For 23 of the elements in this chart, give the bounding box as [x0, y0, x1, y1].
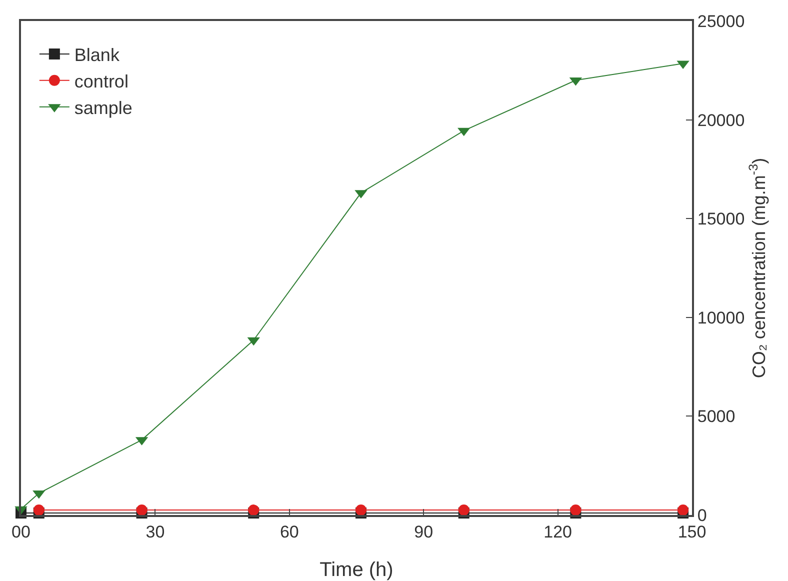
- y-tick-label: 10000: [697, 308, 745, 328]
- legend-label: sample: [74, 98, 132, 118]
- x-tick-label: 60: [280, 522, 299, 542]
- y-tick-label: 15000: [697, 210, 745, 229]
- point: [355, 504, 366, 516]
- x-tick-label: 00: [12, 522, 30, 542]
- x-tick-label: 90: [414, 522, 434, 542]
- point: [458, 504, 470, 516]
- x-axis-title: Time (h): [320, 559, 394, 581]
- point: [570, 504, 582, 516]
- point: [136, 504, 148, 516]
- y-tick-label: 5000: [697, 407, 736, 426]
- y-tick-label: 0: [697, 506, 707, 525]
- legend-label: control: [74, 71, 128, 92]
- point: [678, 504, 689, 516]
- y-tick-label: 20000: [697, 110, 745, 130]
- y-tick-label: 25000: [697, 12, 745, 31]
- point: [248, 504, 260, 516]
- point: [33, 504, 44, 516]
- x-tick-label: 120: [544, 522, 572, 542]
- x-tick-label: 30: [146, 522, 165, 542]
- x-tick-label: 150: [678, 522, 706, 542]
- legend-label: Blank: [74, 45, 120, 66]
